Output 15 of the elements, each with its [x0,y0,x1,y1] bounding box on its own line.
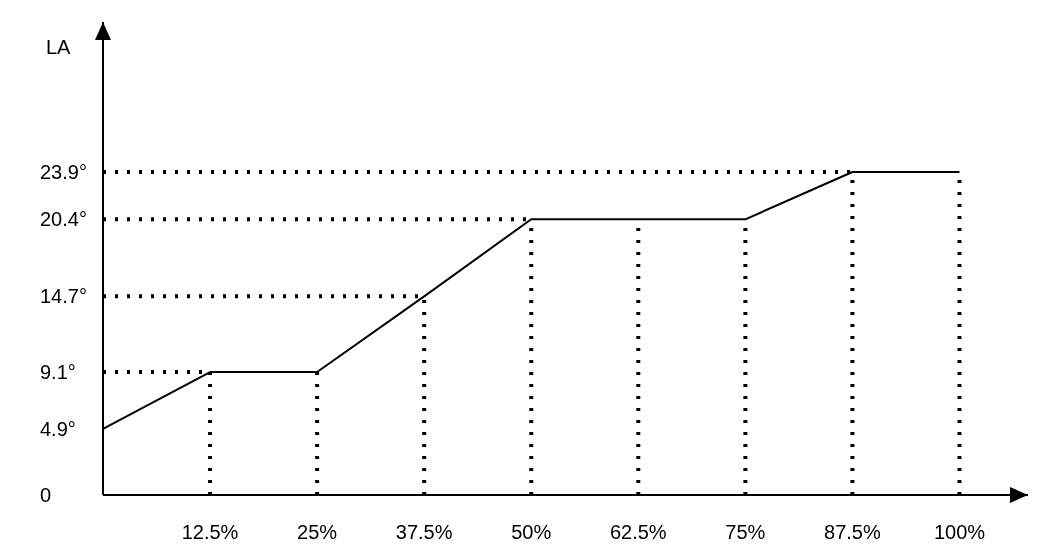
x-tick-label: 12.5% [181,521,239,544]
x-tick-label: 37.5% [395,521,453,544]
y-tick-label: 4.9° [40,417,76,440]
y-tick-label: 0 [40,484,52,507]
y-tick-label: 20.4° [40,208,87,231]
x-tick-label: 100% [933,521,986,544]
y-tick-label: 23.9° [40,161,87,184]
x-tick-label: 25% [297,521,338,544]
y-axis-title: LA [46,36,71,59]
y-tick-label: 9.1° [40,361,76,384]
y-tick-label: 14.7° [40,285,87,308]
x-tick-label: 62.5% [609,521,667,544]
x-tick-label: 50% [511,521,552,544]
x-tick-label: 87.5% [824,521,881,544]
x-tick-label: 75% [725,521,766,544]
